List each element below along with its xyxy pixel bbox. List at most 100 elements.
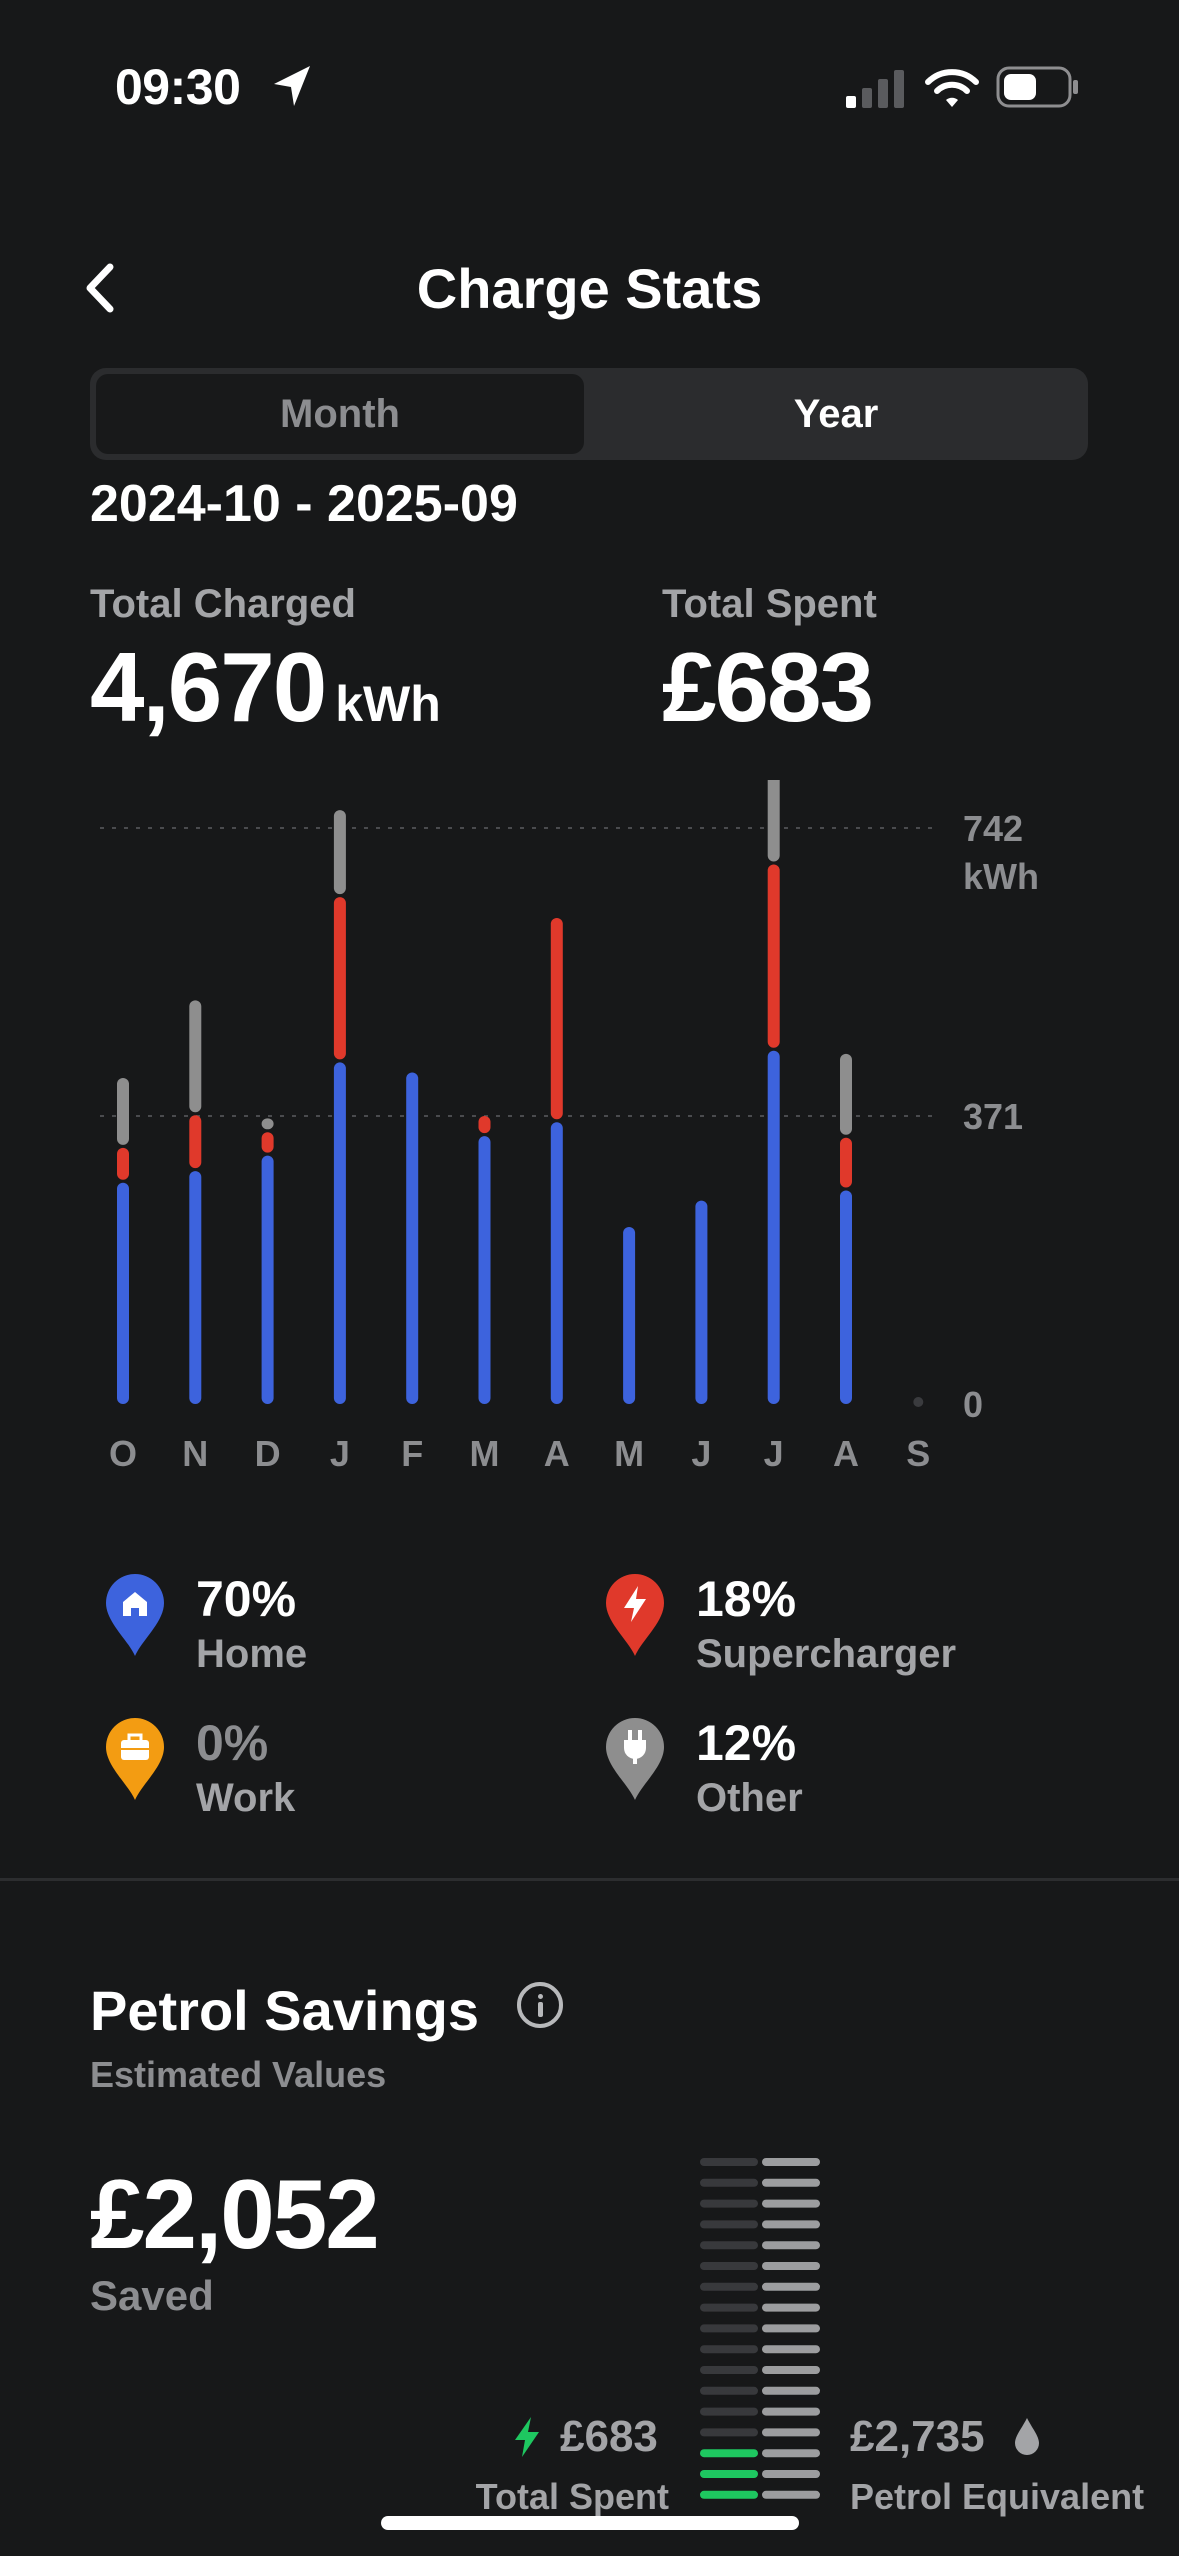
legend-other-name: Other xyxy=(696,1776,803,1820)
x-tick-label: J xyxy=(764,1433,784,1474)
spent-bar-tick xyxy=(700,2449,758,2458)
battery-icon xyxy=(996,66,1078,108)
wifi-icon xyxy=(925,69,979,107)
spent-bar-tick xyxy=(700,2366,758,2374)
x-tick-label: J xyxy=(330,1433,350,1474)
legend-supercharger-name: Supercharger xyxy=(696,1632,957,1676)
bar-segment xyxy=(261,1118,274,1130)
x-tick-label: N xyxy=(182,1433,208,1474)
spent-bar-tick xyxy=(700,2386,758,2395)
y-tick-label: 0 xyxy=(963,1384,983,1425)
bar-segment xyxy=(478,1116,491,1134)
x-tick-label: A xyxy=(833,1433,859,1474)
bar-segment xyxy=(117,1182,129,1404)
info-icon[interactable] xyxy=(517,1982,563,2028)
petrol-bar-tick xyxy=(762,2470,820,2478)
y-tick-label: 371 xyxy=(963,1096,1023,1137)
spent-bar-tick xyxy=(700,2470,758,2478)
bar-segment xyxy=(189,1171,202,1404)
legend-supercharger-percent: 18% xyxy=(696,1571,797,1627)
total-spent: Total Spent £683 xyxy=(662,582,877,744)
segment-month[interactable]: Month xyxy=(96,374,584,454)
saved-label: Saved xyxy=(90,2272,214,2319)
total-charged-unit: kWh xyxy=(335,676,441,732)
petrol-bar-tick xyxy=(762,2366,820,2374)
bar-segment xyxy=(840,1053,852,1135)
segment-year[interactable]: Year xyxy=(793,392,879,436)
droplet-icon xyxy=(1015,2418,1039,2455)
bar-segment xyxy=(117,1147,129,1180)
petrol-label: Petrol Equivalent xyxy=(850,2476,1145,2517)
legend-work-name: Work xyxy=(196,1776,296,1820)
x-tick-label: O xyxy=(109,1433,137,1474)
spent-bar-tick xyxy=(700,2490,758,2499)
bar-segment xyxy=(478,1136,491,1404)
total-spent-value: £683 xyxy=(662,632,874,742)
bolt-icon xyxy=(515,2417,539,2457)
petrol-bar-tick xyxy=(762,2345,820,2354)
x-tick-label: J xyxy=(691,1433,711,1474)
spent-bar-tick xyxy=(700,2178,758,2187)
bolt-icon xyxy=(606,1574,664,1656)
page-title: Charge Stats xyxy=(416,257,763,320)
date-range: 2024-10 - 2025-09 xyxy=(90,475,518,533)
spent-bar-tick xyxy=(700,2303,758,2312)
petrol-bar-tick xyxy=(762,2199,820,2208)
home-indicator[interactable] xyxy=(381,2516,799,2530)
petrol-bar-tick xyxy=(762,2282,820,2291)
spent-bar-tick xyxy=(700,2241,758,2250)
spent-bar-tick xyxy=(700,2407,758,2416)
legend-home-percent: 70% xyxy=(196,1571,297,1627)
home-icon xyxy=(106,1574,164,1656)
charge-bar-chart: 742 kWh 371 0 O N D J F M A M J J A S xyxy=(100,780,1039,1474)
petrol-savings-subtitle: Estimated Values xyxy=(90,2054,387,2095)
bar-segment xyxy=(406,1072,419,1404)
petrol-bar-tick xyxy=(762,2490,820,2499)
petrol-bar-tick xyxy=(762,2178,820,2187)
petrol-bar-tick xyxy=(762,2407,820,2416)
bar-segment xyxy=(261,1155,274,1404)
location-arrow-icon xyxy=(274,66,310,106)
bar-segment xyxy=(767,1050,780,1404)
bar-segment xyxy=(767,864,780,1048)
bar-segment xyxy=(117,1077,129,1145)
saved-amount: £2,052 xyxy=(90,2159,380,2269)
spent-bar-tick xyxy=(700,2324,758,2333)
back-button[interactable] xyxy=(70,255,130,321)
x-tick-label: D xyxy=(255,1433,281,1474)
spent-value: £683 xyxy=(560,2412,658,2461)
petrol-bar-tick xyxy=(762,2241,820,2250)
x-tick-label: A xyxy=(544,1433,570,1474)
period-segmented-control: Month Year xyxy=(90,368,1088,460)
petrol-bar-tick xyxy=(762,2386,820,2395)
spent-bar-tick xyxy=(700,2158,758,2166)
y-axis-unit: kWh xyxy=(963,856,1039,897)
bar-segment xyxy=(333,897,346,1060)
x-tick-label: M xyxy=(470,1433,500,1474)
bar-segment xyxy=(333,810,346,895)
bar-segment xyxy=(261,1132,274,1153)
petrol-bar-tick xyxy=(762,2449,820,2458)
bar-segment xyxy=(550,918,563,1120)
x-tick-label: M xyxy=(614,1433,644,1474)
total-charged-value: 4,670 xyxy=(90,632,327,742)
cellular-signal-icon xyxy=(846,70,904,108)
legend-other-percent: 12% xyxy=(696,1715,797,1771)
section-divider xyxy=(0,1878,1179,1881)
bar-empty xyxy=(913,1397,924,1407)
spent-bar-tick xyxy=(700,2282,758,2291)
x-tick-label: S xyxy=(906,1433,930,1474)
spent-bar-tick xyxy=(700,2220,758,2229)
bar-segment xyxy=(767,780,780,862)
x-tick-label: F xyxy=(401,1433,423,1474)
spent-label: Total Spent xyxy=(475,2476,669,2517)
petrol-bar-tick xyxy=(762,2428,820,2437)
bar-segment xyxy=(840,1137,852,1188)
legend-work-percent: 0% xyxy=(196,1715,269,1771)
petrol-value: £2,735 xyxy=(850,2412,985,2461)
bar-segment xyxy=(840,1190,852,1404)
spent-bar-tick xyxy=(700,2345,758,2354)
total-charged: Total Charged 4,670 kWh xyxy=(90,582,441,744)
spent-bar-tick xyxy=(700,2428,758,2437)
petrol-savings-title: Petrol Savings xyxy=(90,1979,480,2042)
